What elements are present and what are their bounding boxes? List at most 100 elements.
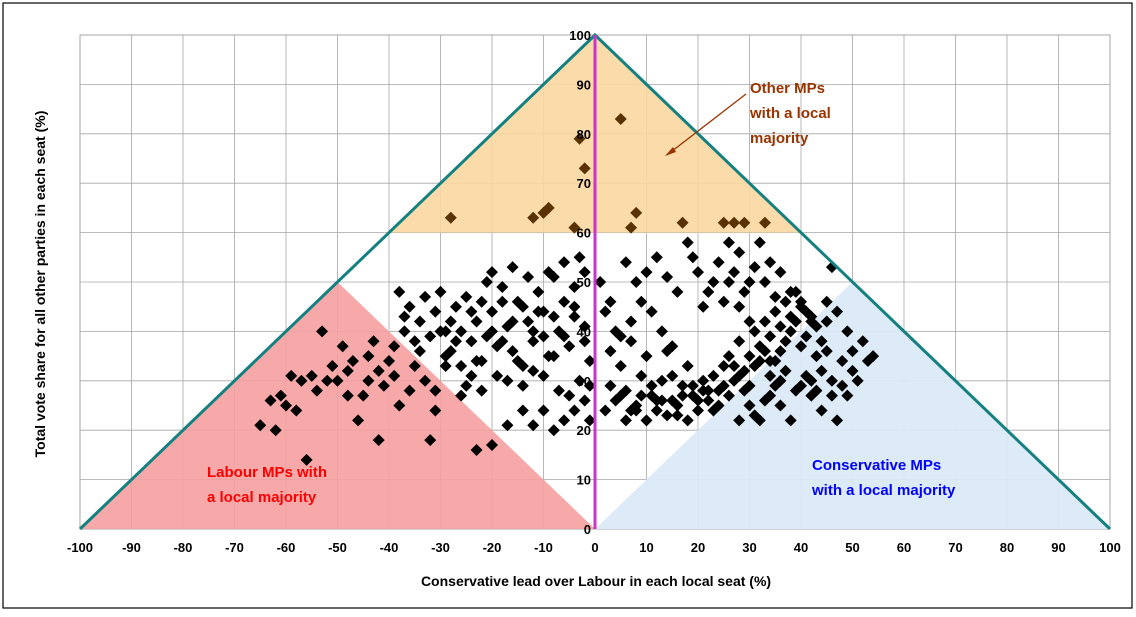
data-point [805,315,818,328]
data-point [728,359,741,372]
data-point [285,369,298,382]
data-point [455,359,468,372]
data-point [655,374,668,387]
data-point [321,374,334,387]
data-point [496,335,509,348]
data-point [774,374,787,387]
data-point [547,424,560,437]
x-tick-label: -60 [277,540,296,555]
data-point [470,355,483,368]
data-point [480,276,493,288]
data-point [367,335,380,348]
data-point [439,359,452,372]
data-point [398,310,411,323]
data-point [563,340,576,353]
data-point [764,355,777,368]
data-point [825,389,838,402]
x-tick-label: 90 [1051,540,1065,555]
data-point [532,285,545,298]
data-point [475,384,488,397]
y-tick-label: 0 [584,522,591,537]
data-point [424,330,437,343]
data-point [470,315,483,328]
data-point [413,315,426,328]
data-point [563,389,576,402]
x-tick-label: -20 [483,540,502,555]
data-point [434,285,447,298]
data-point [362,374,375,387]
data-point [717,295,730,308]
data-point [707,404,720,417]
data-point [393,285,406,298]
x-tick-label: 20 [691,540,705,555]
annotation-other-line-2: with a local [749,105,831,122]
data-point-other [630,206,643,219]
data-point [614,359,627,372]
data-point [722,350,735,363]
data-point [424,434,437,447]
data-point [743,276,756,288]
data-point [537,404,550,417]
data-point [666,369,679,382]
annotation-other-arrowhead [665,147,676,156]
data-point [738,285,751,298]
data-point [460,379,473,392]
data-point [841,325,854,338]
data-point [326,359,339,372]
data-point-other [717,216,730,229]
data-point [815,364,828,377]
data-point [305,369,318,382]
data-point [408,359,421,372]
data-point [290,404,303,417]
region-conservative [595,282,1110,529]
data-point [795,340,807,353]
data-point [403,300,416,313]
data-point [861,355,874,368]
data-point [748,359,761,372]
data-point [310,384,323,397]
data-point [393,399,406,412]
data-point [486,266,498,279]
data-point [650,404,663,417]
data-point [552,384,565,397]
data-point [748,261,761,274]
data-point [547,350,560,363]
data-point-other [542,201,555,214]
data-point [738,384,751,397]
y-tick-label: 100 [569,28,591,43]
data-point [810,350,823,363]
data-point [460,290,473,303]
data-point [625,315,638,328]
data-point [640,266,653,279]
data-point [697,384,710,397]
data-point [475,295,488,308]
annotation-labour-line-2: a local majority [207,489,317,506]
data-point [619,256,632,269]
data-point [676,389,689,402]
data-point [722,389,735,402]
data-point [527,419,540,432]
data-point [846,364,859,377]
data-point [578,335,591,348]
data-point [774,320,787,333]
data-point [295,374,308,387]
data-point [758,394,771,407]
data-point [655,325,668,338]
data-point [455,389,468,402]
data-point [372,364,385,377]
data-point [527,364,540,377]
data-point [619,414,632,427]
data-point [568,310,581,323]
x-tick-label: 0 [591,540,598,555]
data-point [733,246,746,259]
y-tick-label: 80 [577,127,591,142]
data-point [594,276,607,288]
data-point [264,394,277,407]
data-point [681,236,694,249]
data-point [470,443,483,456]
data-point [702,285,715,298]
data-point [640,350,653,363]
annotation-other: Other MPs with a local majority [665,80,831,156]
x-tick-label: -40 [380,540,399,555]
data-point [692,404,704,417]
